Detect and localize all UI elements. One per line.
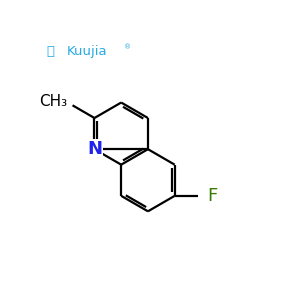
Text: CH₃: CH₃ [40, 94, 68, 109]
Text: ®: ® [124, 44, 131, 50]
Text: Ⓚ: Ⓚ [47, 45, 55, 58]
Text: N: N [87, 140, 102, 158]
Text: Kuujia: Kuujia [67, 45, 107, 58]
Text: F: F [207, 187, 218, 205]
